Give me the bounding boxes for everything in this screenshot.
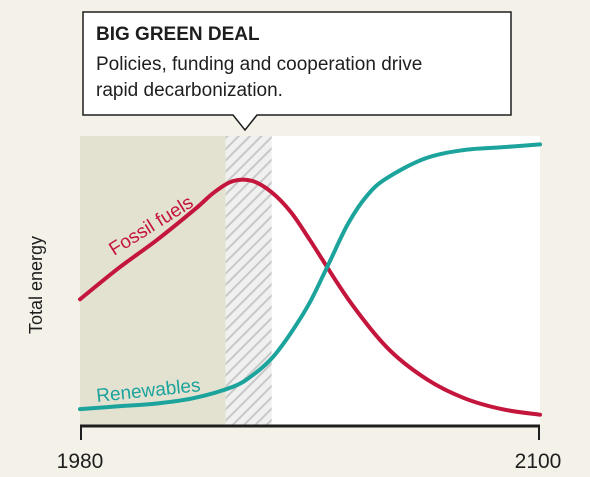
y-axis-label: Total energy — [26, 236, 46, 334]
annotation-text-line-1: Policies, funding and cooperation drive — [96, 54, 422, 75]
series-line-renewables — [78, 142, 542, 412]
x-tick-label-1980: 1980 — [57, 450, 104, 473]
annotation-title: BIG GREEN DEAL — [96, 24, 260, 45]
x-tick-label-2100: 2100 — [515, 450, 562, 473]
annotation-text-line-2: rapid decarbonization. — [96, 80, 283, 101]
series-line-fossil-fuels — [78, 177, 542, 417]
annotation-callout-box — [82, 11, 512, 132]
